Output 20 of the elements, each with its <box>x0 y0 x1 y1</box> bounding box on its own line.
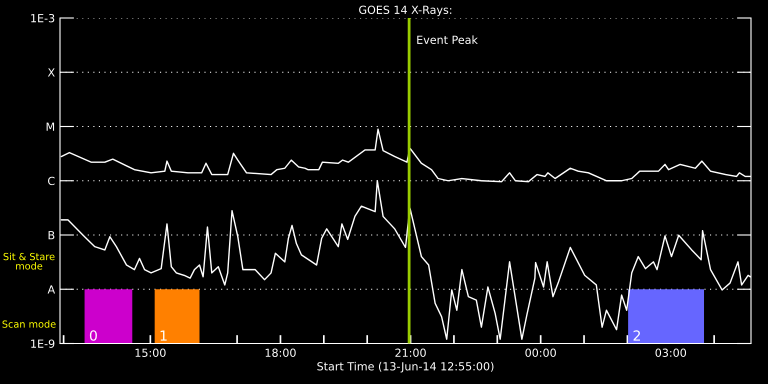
chart-title: GOES 14 X-Rays: <box>359 6 452 16</box>
y-tick-label: 1E-3 <box>31 14 54 22</box>
text: Scan mode <box>2 320 56 328</box>
band-label: 0 <box>90 330 97 341</box>
y-tick-label: A <box>48 285 56 294</box>
x-axis-title: Start Time (13-Jun-14 12:55:00) <box>317 362 494 373</box>
y-tick-label: 1E-9 <box>31 339 54 348</box>
band-label: 1 <box>160 330 167 341</box>
x-tick-label: 03:00 <box>655 348 686 357</box>
y-tick-label: B <box>48 231 54 240</box>
y-tick-label: X <box>48 68 55 76</box>
y-tick-label: M <box>46 122 54 131</box>
text: Sit & Stare mode <box>4 252 55 270</box>
y-tick-label: C <box>48 176 55 186</box>
ref-line-label: Event Peak <box>417 35 478 44</box>
x-tick-label: 18:00 <box>266 348 296 357</box>
x-tick-label: 00:00 <box>525 348 556 357</box>
band-label: 2 <box>634 330 640 341</box>
x-tick-label: 15:00 <box>136 348 166 357</box>
x-tick-label: 21:00 <box>395 348 426 357</box>
